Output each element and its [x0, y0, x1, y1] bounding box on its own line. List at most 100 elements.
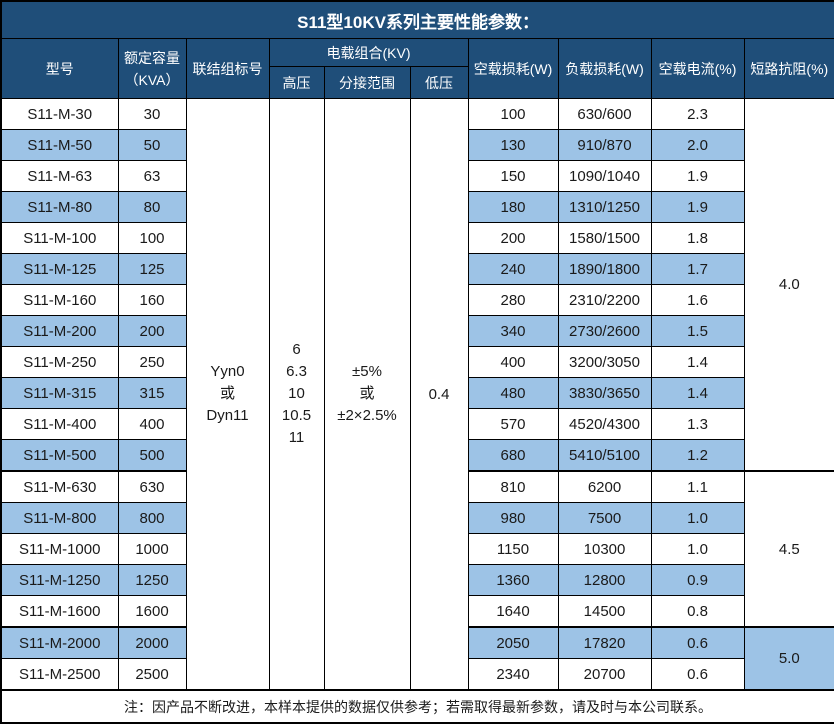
cell-load-loss: 1580/1500	[557, 222, 652, 254]
header-row-2: 高压 分接范围 低压	[1, 66, 834, 99]
cell-model: S11-M-50	[0, 129, 119, 161]
cell-capacity: 500	[117, 439, 187, 472]
cell-load-loss: 20700	[557, 658, 652, 691]
col-header-voltage-group: 电载组合(KV)	[268, 38, 469, 67]
cell-impedance: 4.0	[743, 98, 834, 472]
cell-load-loss: 910/870	[557, 129, 652, 161]
cell-load-loss: 3200/3050	[557, 346, 652, 378]
cell-load-loss: 1310/1250	[557, 191, 652, 223]
cell-no-load-loss: 200	[467, 222, 559, 254]
cell-model: S11-M-30	[0, 98, 119, 130]
cell-no-load-current: 0.9	[650, 564, 745, 596]
cell-lv-value: 0.4	[409, 98, 469, 691]
header-row-1: 型号 额定容量 （KVA） 联结组标号 电载组合(KV) 空载损耗(W) 负载损…	[0, 38, 834, 99]
cell-capacity: 1600	[117, 595, 187, 628]
cell-load-loss: 1090/1040	[557, 160, 652, 192]
cell-load-loss: 14500	[557, 595, 652, 628]
cell-no-load-loss: 680	[467, 439, 559, 472]
cell-hv-values-line: 10	[288, 385, 305, 402]
cell-no-load-loss: 130	[467, 129, 559, 161]
table-row: S11-M-500 500 680 5410/5100 1.2	[0, 439, 834, 472]
cell-model: S11-M-160	[0, 284, 119, 316]
table-body: S11-M-30 30 Yyn0 或 Dyn11 6 6.3 10 10.5 11 ±5% 或 ±2×2…	[0, 98, 834, 691]
col-header-capacity: 额定容量 （KVA）	[117, 38, 187, 99]
col-header-lv: 低压	[409, 66, 469, 99]
cell-no-load-current: 1.0	[650, 502, 745, 534]
cell-no-load-current: 0.6	[650, 658, 745, 691]
cell-no-load-loss: 100	[467, 98, 559, 130]
cell-connection-group: Yyn0 或 Dyn11	[185, 98, 270, 691]
col-header-capacity-line1: 额定容量	[124, 49, 180, 66]
cell-model: S11-M-63	[0, 160, 119, 192]
cell-model: S11-M-315	[0, 377, 119, 409]
cell-load-loss: 3830/3650	[557, 377, 652, 409]
cell-tap-range-values: ±5% 或 ±2×2.5%	[323, 98, 411, 691]
cell-no-load-loss: 340	[467, 315, 559, 347]
table-row: S11-M-400 400 570 4520/4300 1.3	[0, 408, 834, 440]
cell-hv-values-line: 10.5	[281, 407, 312, 424]
col-header-model: 型号	[0, 38, 119, 99]
cell-load-loss: 5410/5100	[557, 439, 652, 472]
cell-capacity: 125	[117, 253, 187, 285]
cell-capacity: 630	[117, 470, 187, 503]
cell-no-load-current: 0.8	[650, 595, 745, 628]
col-header-tap-range: 分接范围	[323, 66, 411, 99]
table-row: S11-M-1600 1600 1640 14500 0.8	[0, 595, 834, 628]
cell-model: S11-M-800	[0, 502, 119, 534]
footer-row: 注：因产品不断改进，本样本提供的数据仅供参考；若需取得最新参数，请及时与本公司联…	[0, 689, 834, 724]
cell-no-load-current: 1.7	[650, 253, 745, 285]
cell-no-load-loss: 480	[467, 377, 559, 409]
cell-no-load-loss: 150	[467, 160, 559, 192]
cell-no-load-loss: 180	[467, 191, 559, 223]
table-row: S11-M-2000 2000 2050 17820 0.6 5.0	[0, 626, 834, 691]
cell-no-load-loss: 2340	[467, 658, 559, 691]
cell-capacity: 250	[117, 346, 187, 378]
cell-model: S11-M-1250	[0, 564, 119, 596]
cell-capacity: 63	[117, 160, 187, 192]
cell-hv-values: 6 6.3 10 10.5 11	[268, 98, 325, 691]
cell-model: S11-M-500	[0, 439, 119, 472]
col-header-connection: 联结组标号	[185, 38, 270, 99]
table-row: S11-M-200 200 340 2730/2600 1.5	[0, 315, 834, 347]
table-row: S11-M-30 30 Yyn0 或 Dyn11 6 6.3 10 10.5 11 ±5% 或 ±2×2…	[0, 98, 834, 691]
cell-model: S11-M-200	[0, 315, 119, 347]
cell-no-load-loss: 810	[467, 470, 559, 503]
cell-connection-group-line: Dyn11	[206, 407, 249, 424]
table-row: S11-M-1250 1250 1360 12800 0.9	[0, 564, 834, 596]
cell-no-load-loss: 240	[467, 253, 559, 285]
cell-capacity: 200	[117, 315, 187, 347]
cell-model: S11-M-400	[0, 408, 119, 440]
col-header-no-load-current: 空载电流(%)	[650, 38, 745, 99]
cell-load-loss: 4520/4300	[557, 408, 652, 440]
cell-capacity: 50	[117, 129, 187, 161]
table-row: S11-M-50 50 130 910/870 2.0	[0, 129, 834, 161]
cell-load-loss: 7500	[557, 502, 652, 534]
col-header-capacity-line2: （KVA）	[124, 71, 180, 88]
table-row: S11-M-63 63 150 1090/1040 1.9	[0, 160, 834, 192]
cell-capacity: 2000	[117, 626, 187, 659]
col-header-load-loss: 负载损耗(W)	[557, 38, 652, 99]
cell-no-load-current: 2.0	[650, 129, 745, 161]
cell-no-load-current: 1.9	[650, 160, 745, 192]
cell-no-load-loss: 2050	[467, 626, 559, 659]
cell-capacity: 1250	[117, 564, 187, 596]
cell-no-load-loss: 570	[467, 408, 559, 440]
col-header-hv: 高压	[268, 66, 325, 99]
cell-connection-group-line: 或	[219, 385, 235, 402]
table-row: S11-M-630 630 810 6200 1.1 4.5	[0, 470, 834, 628]
table-row: S11-M-315 315 480 3830/3650 1.4	[0, 377, 834, 409]
cell-load-loss: 17820	[557, 626, 652, 659]
cell-hv-values-line: 6.3	[286, 363, 307, 380]
cell-capacity: 315	[117, 377, 187, 409]
cell-no-load-current: 1.1	[650, 470, 745, 503]
table-row: S11-M-125 125 240 1890/1800 1.7	[0, 253, 834, 285]
cell-no-load-current: 1.4	[650, 377, 745, 409]
cell-no-load-current: 2.3	[650, 98, 745, 130]
cell-model: S11-M-100	[0, 222, 119, 254]
cell-impedance: 5.0	[743, 626, 834, 691]
table-row: S11-M-160 160 280 2310/2200 1.6	[0, 284, 834, 316]
title-row: S11型10KV系列主要性能参数：	[0, 0, 834, 39]
footer-note: 注：因产品不断改进，本样本提供的数据仅供参考；若需取得最新参数，请及时与本公司联…	[0, 689, 834, 724]
